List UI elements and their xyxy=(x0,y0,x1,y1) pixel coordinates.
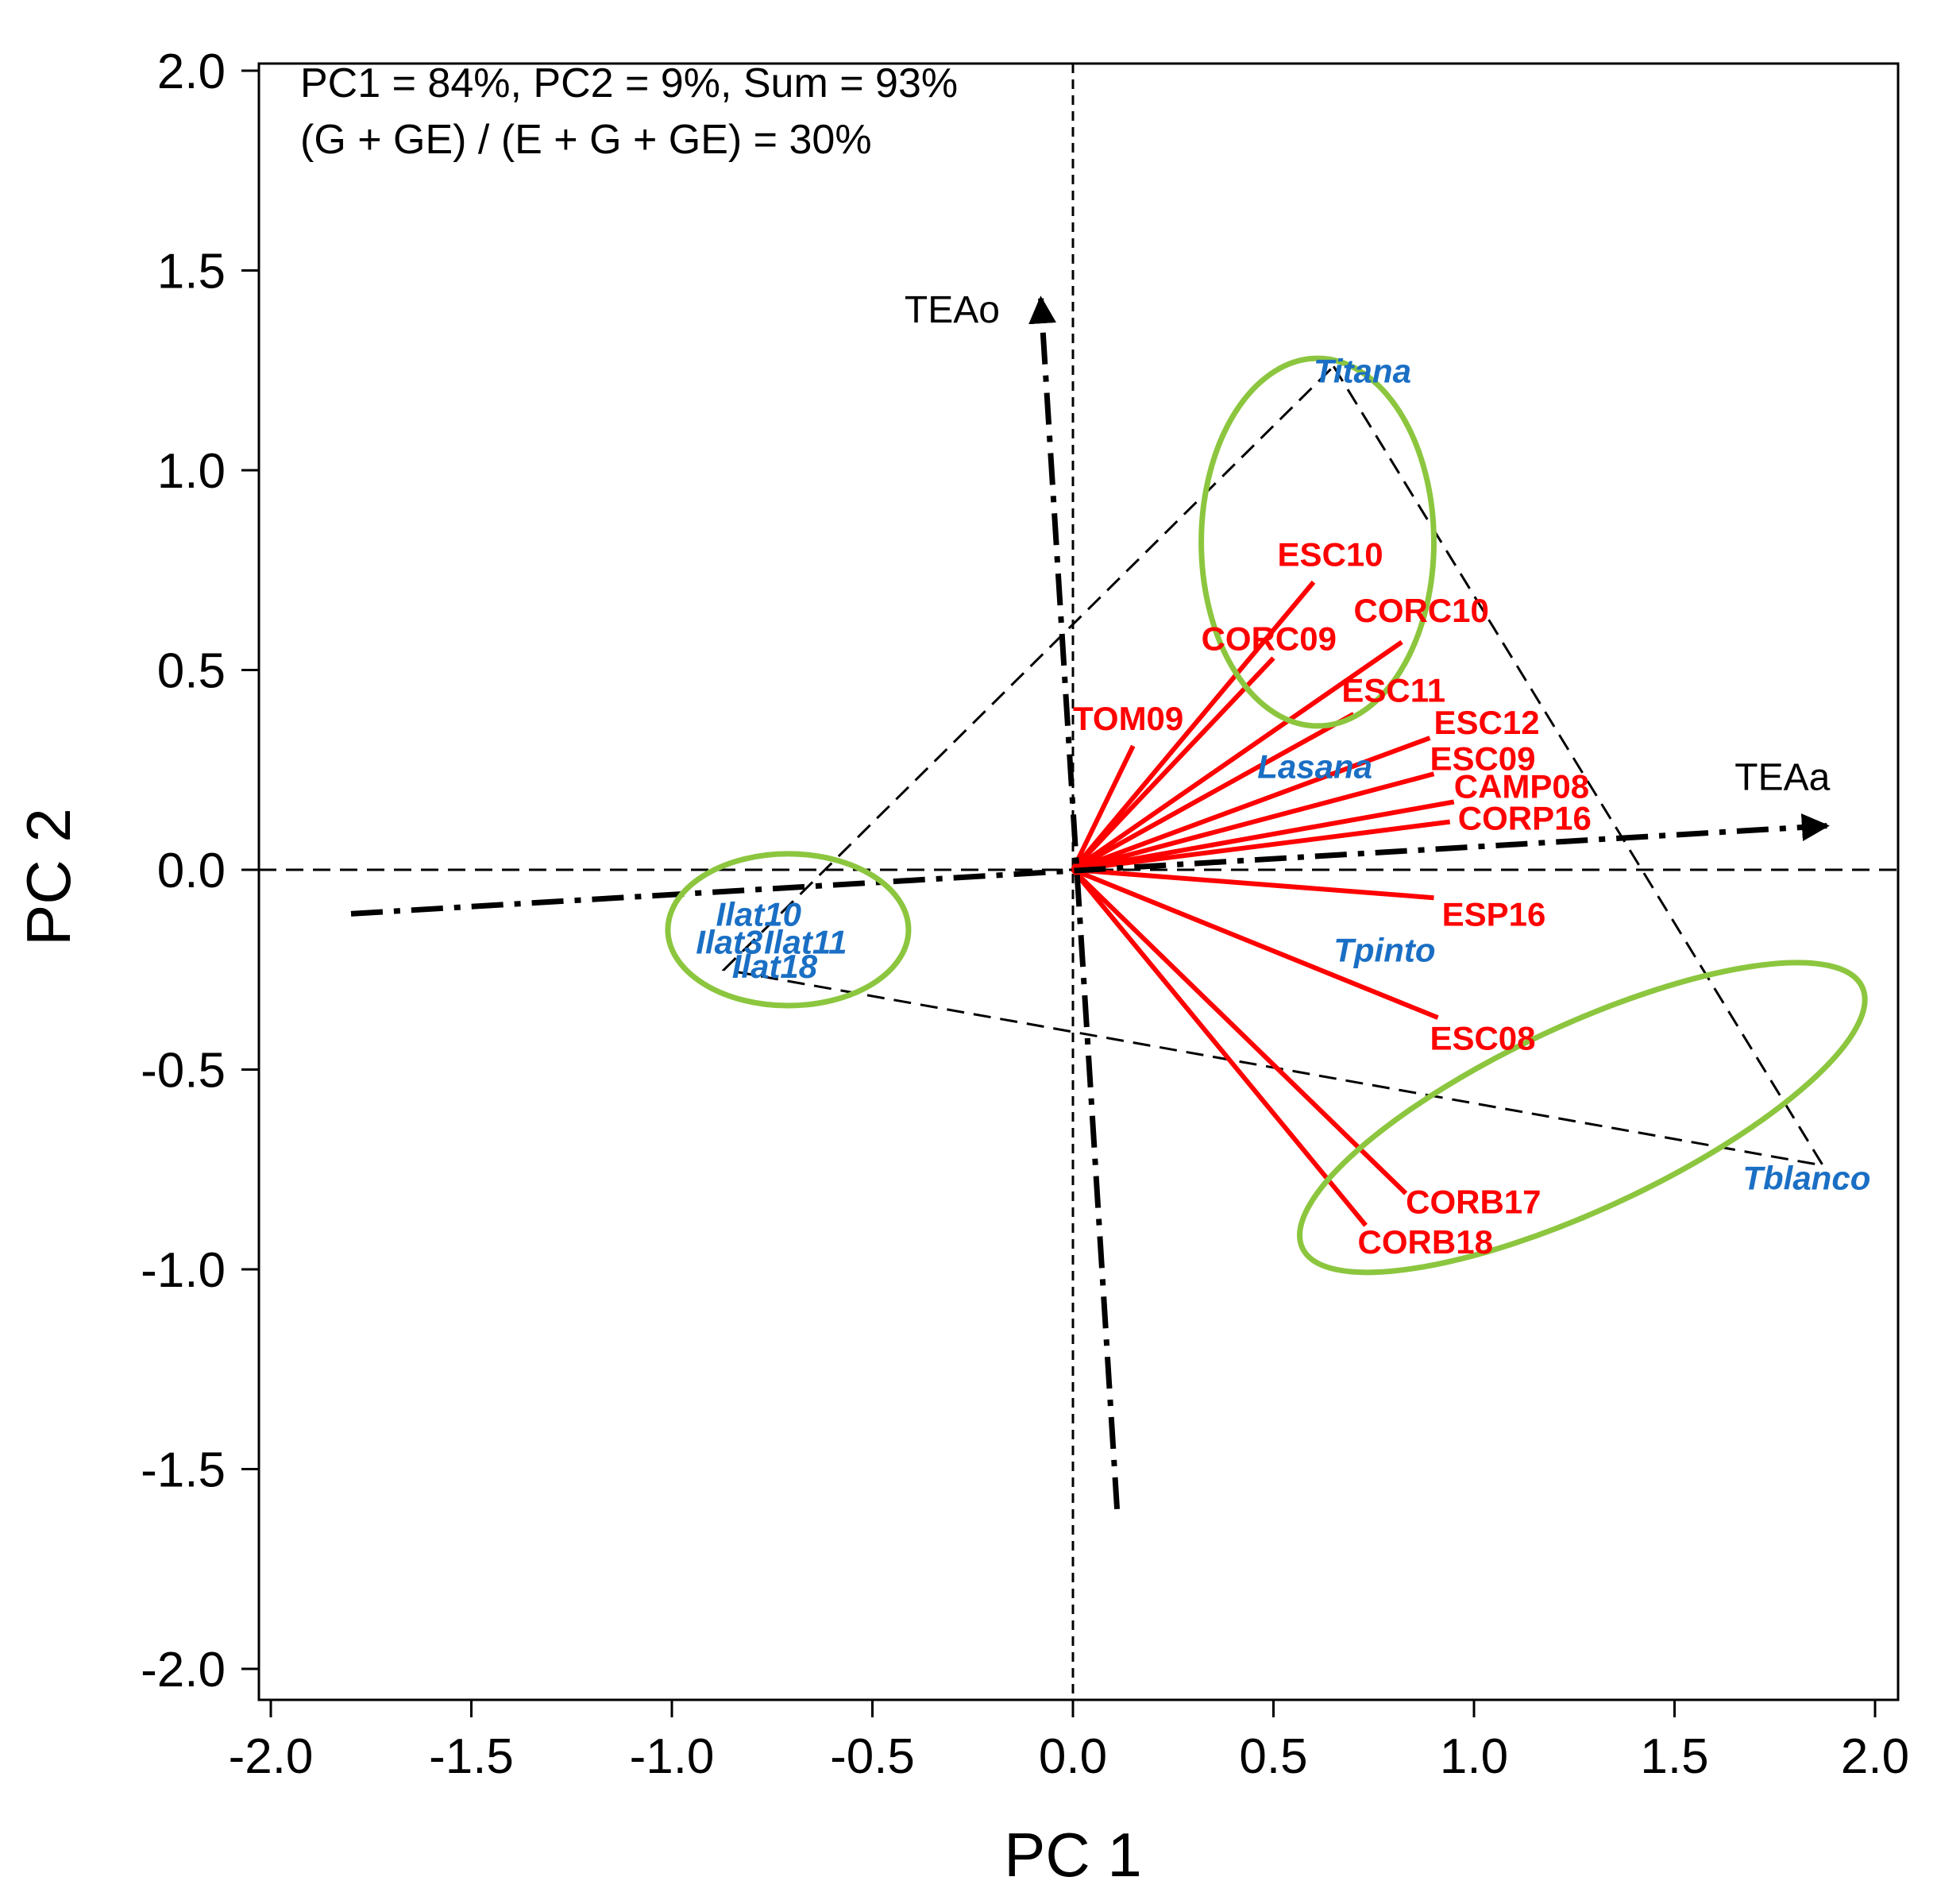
env-label-tom09: TOM09 xyxy=(1073,700,1183,737)
env-label-esc09: ESC09 xyxy=(1430,740,1535,777)
genotype-label-tblanco: Tblanco xyxy=(1742,1159,1870,1196)
env-label-esp16: ESP16 xyxy=(1442,895,1546,933)
env-vector-corb17 xyxy=(1071,867,1408,1195)
y-tick-label: 1.5 xyxy=(157,245,226,299)
y-tick-label: -1.0 xyxy=(141,1243,226,1298)
env-vector-camp08 xyxy=(1072,799,1455,872)
y-tick-label: -1.5 xyxy=(141,1443,226,1498)
y-tick-label: 0.5 xyxy=(157,644,226,699)
env-vector-esc08 xyxy=(1071,867,1439,1020)
env-vector-corp16 xyxy=(1072,819,1451,872)
gge-ratio-annotation: (G + GE) / (E + G + GE) = 30% xyxy=(300,117,872,163)
y-axis-title: PC 2 xyxy=(14,808,83,945)
group-ellipse-3 xyxy=(1297,960,1868,1276)
x-tick-label: 0.0 xyxy=(1039,1729,1107,1784)
env-label-esc12: ESC12 xyxy=(1434,704,1540,741)
x-tick-label: -1.0 xyxy=(630,1729,715,1784)
env-vector-corc09 xyxy=(1071,656,1275,872)
x-axis-title: PC 1 xyxy=(1004,1820,1141,1890)
env-vector-esc10 xyxy=(1071,580,1316,871)
group-ellipse-2 xyxy=(665,851,912,1009)
x-tick-label: 1.0 xyxy=(1440,1729,1508,1784)
x-tick-label: -1.5 xyxy=(429,1729,514,1784)
genotype-label-ilat10: Ilat10 xyxy=(716,895,801,933)
env-vector-tom09 xyxy=(1071,744,1136,871)
tea-axis-teao xyxy=(1028,295,1121,1510)
y-tick-label: -2.0 xyxy=(141,1643,226,1697)
plot-frame xyxy=(257,62,1900,1701)
env-label-corb17: CORB17 xyxy=(1406,1184,1541,1221)
y-tick-label: -0.5 xyxy=(141,1044,226,1099)
tea-axis-teaa xyxy=(350,813,1830,917)
env-label-esc10: ESC10 xyxy=(1278,536,1383,574)
x-tick-label: 2.0 xyxy=(1841,1729,1909,1784)
env-vector-esc11 xyxy=(1071,712,1355,872)
y-tick-label: 1.0 xyxy=(157,444,226,499)
x-tick-label: -2.0 xyxy=(229,1729,314,1784)
env-label-camp08: CAMP08 xyxy=(1454,767,1589,805)
env-label-corc09: CORC09 xyxy=(1202,620,1337,657)
x-tick-label: -0.5 xyxy=(830,1729,915,1784)
tea-label-teao: TEAo xyxy=(905,289,1000,331)
env-vector-corb18 xyxy=(1071,868,1368,1227)
tea-label-teaa: TEAa xyxy=(1734,756,1830,798)
env-vector-corc10 xyxy=(1071,639,1403,872)
env-label-esc08: ESC08 xyxy=(1430,1019,1535,1056)
env-vector-esp16 xyxy=(1072,867,1434,901)
env-label-corc10: CORC10 xyxy=(1354,592,1489,629)
genotype-label-ilat3: Ilat3 xyxy=(696,924,762,961)
variance-annotation: PC1 = 84%, PC2 = 9%, Sum = 93% xyxy=(300,60,958,106)
x-tick-label: 0.5 xyxy=(1239,1729,1307,1784)
y-tick-label: 2.0 xyxy=(157,44,226,99)
plot-area: TEAa TEAo ESC10 CORC09 CORC10 TOM09 ESC11ESC12… xyxy=(259,64,1898,1700)
group-ellipse-1 xyxy=(1198,355,1437,729)
genotype-label-ilat11: Ilat11 xyxy=(764,924,847,961)
env-vector-esc12 xyxy=(1071,736,1431,872)
env-vector-esc09 xyxy=(1072,771,1435,872)
genotype-label-titana: Titana xyxy=(1314,352,1411,389)
env-label-corb18: CORB18 xyxy=(1358,1223,1493,1261)
x-tick-label: 1.5 xyxy=(1640,1729,1708,1784)
genotype-label-ilat18: Ilat18 xyxy=(732,948,818,985)
genotype-label-lasana: Lasana xyxy=(1257,747,1372,785)
env-label-corp16: CORP16 xyxy=(1458,800,1592,837)
env-label-esc11: ESC11 xyxy=(1341,672,1445,709)
y-tick-label: 0.0 xyxy=(157,844,226,898)
genotype-label-tpinto: Tpinto xyxy=(1333,932,1435,969)
